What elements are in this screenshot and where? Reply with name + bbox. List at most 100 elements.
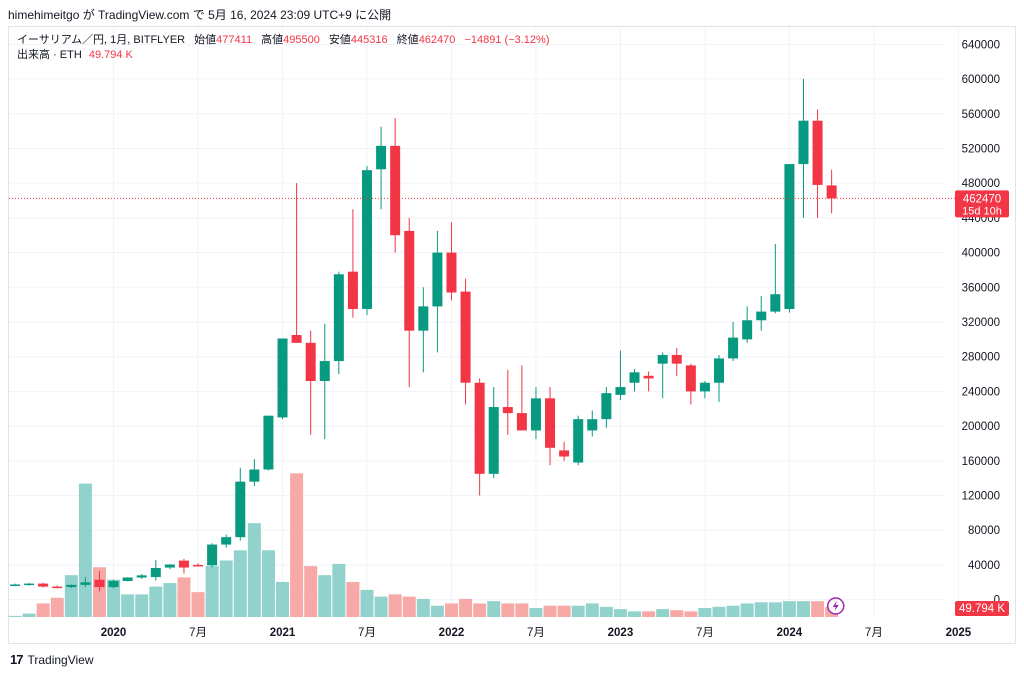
candle-body[interactable] [432, 252, 443, 307]
candle-body[interactable] [221, 537, 232, 545]
price-tag-value: 462470 [963, 193, 1001, 205]
candle-body[interactable] [784, 164, 795, 309]
candle-body[interactable] [601, 393, 612, 420]
candle-body[interactable] [545, 398, 556, 448]
candle-body[interactable] [516, 413, 527, 431]
open-value: 477411 [216, 34, 253, 46]
volume-bar [318, 575, 332, 617]
candle-body[interactable] [798, 120, 809, 165]
candle-body[interactable] [460, 291, 471, 383]
volume-bar [796, 601, 810, 617]
volume-bar [107, 579, 121, 617]
volume-bar [430, 605, 444, 617]
volume-bar [135, 594, 149, 617]
candle-body[interactable] [728, 337, 739, 359]
candle-body[interactable] [446, 252, 457, 293]
x-axis-tick-label: 2025 [946, 627, 972, 639]
volume-bar [346, 581, 360, 617]
x-axis-tick-label: 7月 [358, 627, 376, 639]
candle-body[interactable] [770, 294, 781, 312]
candle-body[interactable] [362, 170, 372, 309]
candle-body[interactable] [108, 580, 119, 588]
volume-tag[interactable] [955, 601, 1009, 616]
volume-bar [501, 603, 515, 617]
candle-body[interactable] [136, 575, 147, 578]
footer-brand[interactable]: 17 TradingView [10, 652, 94, 667]
chart-pane[interactable] [8, 26, 1016, 644]
y-axis-tick-label: 640000 [962, 39, 1000, 51]
y-axis-tick-label: 200000 [962, 421, 1000, 433]
candle-body[interactable] [178, 560, 189, 568]
candle-body[interactable] [418, 306, 429, 331]
candle-body[interactable] [615, 387, 626, 395]
candle-body[interactable] [347, 271, 358, 309]
price-tag[interactable] [955, 190, 1009, 218]
candle-body[interactable] [671, 354, 682, 364]
volume-bar [444, 603, 458, 617]
close-value: 462470 [418, 34, 456, 46]
candle-body[interactable] [305, 342, 316, 381]
candle-body[interactable] [826, 185, 837, 199]
volume-value: 49.794 K [88, 49, 133, 61]
candle-body[interactable] [319, 361, 330, 381]
candle-body[interactable] [10, 584, 20, 586]
candle-body[interactable] [94, 579, 105, 588]
candle-body[interactable] [80, 582, 91, 585]
candle-body[interactable] [122, 577, 133, 581]
candle-body[interactable] [24, 583, 35, 586]
volume-label[interactable]: 出来高 · ETH [17, 49, 82, 61]
volume-bar [684, 611, 698, 617]
candle-body[interactable] [488, 407, 499, 474]
candle-body[interactable] [474, 382, 485, 474]
volume-bar [782, 601, 796, 617]
candle-body[interactable] [193, 564, 204, 567]
close-label: 終値 [396, 34, 419, 46]
volume-bar [332, 563, 346, 617]
symbol-name[interactable]: イーサリアム／円, 1月, BITFLYER [17, 34, 186, 46]
candle-body[interactable] [404, 230, 415, 331]
volume-bar [416, 598, 430, 617]
candle-body[interactable] [714, 358, 724, 383]
candle-body[interactable] [587, 419, 598, 431]
volume-bar [768, 602, 782, 617]
candle-body[interactable] [390, 145, 401, 236]
candle-body[interactable] [530, 398, 541, 431]
candle-body[interactable] [376, 145, 387, 170]
y-axis-tick-label: 160000 [962, 456, 1000, 468]
candle-body[interactable] [263, 415, 274, 470]
candle-body[interactable] [699, 382, 710, 392]
candle-body[interactable] [277, 338, 288, 418]
candle-body[interactable] [559, 450, 570, 457]
candle-body[interactable] [685, 365, 696, 392]
candle-body[interactable] [573, 419, 584, 463]
candle-body[interactable] [38, 583, 49, 587]
candle-body[interactable] [207, 544, 218, 566]
candle-body[interactable] [629, 372, 640, 383]
candle-body[interactable] [742, 320, 753, 340]
x-axis-tick-label: 7月 [865, 627, 883, 639]
candle-body[interactable] [66, 584, 77, 588]
x-axis-tick-label: 7月 [527, 627, 545, 639]
volume-bar [726, 605, 740, 617]
open-label: 始値 [194, 34, 217, 46]
candle-body[interactable] [502, 407, 513, 414]
candle-body[interactable] [164, 564, 175, 568]
volume-bar [515, 603, 529, 617]
candle-body[interactable] [291, 335, 302, 343]
candle-body[interactable] [52, 586, 63, 589]
x-axis-tick-label: 2021 [270, 627, 296, 639]
volume-tag-value: 49.794 K [959, 603, 1005, 615]
candle-body[interactable] [249, 469, 260, 482]
volume-bar [374, 596, 388, 617]
volume-bar [487, 601, 501, 617]
candle-body[interactable] [235, 481, 246, 538]
candle-body[interactable] [643, 375, 654, 379]
candle-body[interactable] [333, 274, 344, 362]
y-axis-tick-label: 80000 [968, 525, 1000, 537]
candle-body[interactable] [657, 354, 668, 364]
candle-body[interactable] [756, 311, 767, 321]
volume-bar [670, 610, 684, 617]
candle-body[interactable] [812, 120, 823, 185]
candle-body[interactable] [150, 567, 161, 578]
